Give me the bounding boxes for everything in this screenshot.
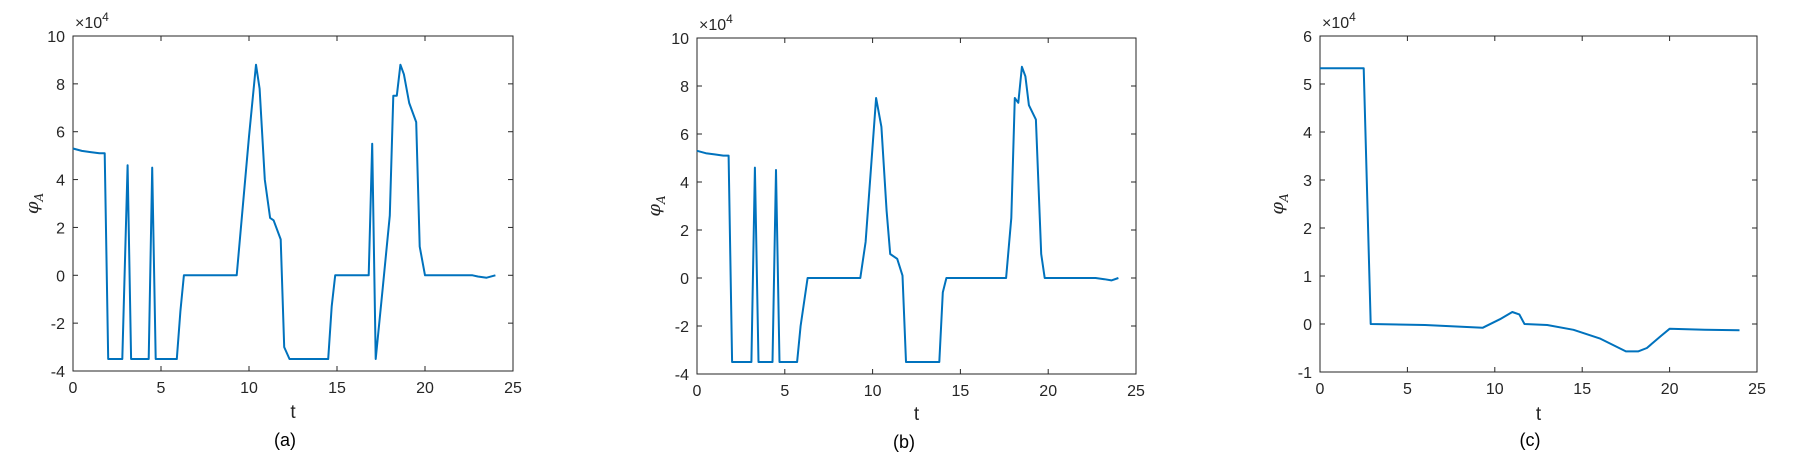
panel-caption: (a): [274, 430, 296, 450]
y-axis-label-subscript: A: [1277, 193, 1291, 203]
y-tick-label: 0: [680, 271, 689, 288]
x-tick-label: 25: [504, 380, 522, 397]
series-line-0: [696, 65, 1119, 363]
series-line-0: [72, 63, 496, 360]
y-tick-label: 6: [680, 127, 689, 144]
x-tick-label: 20: [1661, 381, 1679, 398]
y-axis-label-symbol: φ: [644, 204, 665, 217]
y-tick-label: 8: [56, 77, 65, 94]
y-tick-label: 0: [56, 268, 65, 285]
x-tick-label: 5: [1403, 381, 1412, 398]
y-tick-label: 2: [1303, 221, 1312, 238]
y-tick-label: 8: [680, 79, 689, 96]
x-tick-label: 25: [1748, 381, 1766, 398]
y-tick-label: 0: [1303, 317, 1312, 334]
y-axis-label: φA: [1267, 193, 1291, 215]
y-tick-label: -1: [1298, 365, 1312, 382]
panel-caption: (b): [893, 432, 915, 452]
y-axis-label-symbol: φ: [22, 201, 43, 214]
x-tick-label: 15: [328, 380, 346, 397]
x-tick-label: 20: [1039, 383, 1057, 400]
x-tick-label: 5: [780, 383, 789, 400]
y-axis-label: φA: [644, 195, 668, 217]
x-axis-label: t: [914, 404, 920, 425]
x-tick-label: 0: [69, 380, 78, 397]
x-tick-label: 25: [1127, 383, 1145, 400]
y-tick-label: 1: [1303, 269, 1312, 286]
y-tick-label: -4: [51, 364, 65, 381]
y-tick-label: 4: [1303, 125, 1312, 142]
y-exponent-power: 4: [726, 12, 733, 26]
y-exponent-base: ×10: [75, 15, 102, 32]
x-tick-label: 0: [1316, 381, 1325, 398]
y-tick-label: 6: [1303, 29, 1312, 46]
series-line-0: [1320, 67, 1740, 353]
y-tick-label: 10: [671, 31, 689, 48]
y-exponent-label: ×104: [699, 12, 733, 34]
y-tick-label: -4: [675, 367, 689, 384]
x-tick-label: 20: [416, 380, 434, 397]
x-axis-label: t: [290, 402, 296, 423]
x-axis-label: t: [1536, 404, 1542, 425]
x-tick-label: 5: [157, 380, 166, 397]
x-tick-label: 15: [1573, 381, 1591, 398]
plot-area-frame: [696, 37, 1137, 375]
y-tick-label: 10: [47, 29, 65, 46]
plot-area-frame: [1319, 35, 1758, 373]
y-axis-label-subscript: A: [654, 195, 668, 205]
y-tick-label: -2: [51, 316, 65, 333]
y-tick-label: 2: [56, 220, 65, 237]
y-axis-label: φA: [22, 193, 46, 215]
y-tick-label: -2: [675, 319, 689, 336]
y-axis-label-subscript: A: [32, 193, 46, 203]
y-exponent-base: ×10: [699, 17, 726, 34]
y-tick-label: 6: [56, 125, 65, 142]
y-tick-label: 4: [680, 175, 689, 192]
y-tick-label: 2: [680, 223, 689, 240]
x-tick-label: 15: [952, 383, 970, 400]
x-tick-label: 10: [864, 383, 882, 400]
x-tick-label: 0: [693, 383, 702, 400]
y-exponent-power: 4: [1349, 10, 1356, 24]
x-tick-label: 10: [240, 380, 258, 397]
y-tick-label: 5: [1303, 77, 1312, 94]
y-exponent-power: 4: [102, 10, 109, 24]
panel-caption: (c): [1520, 430, 1541, 450]
plot-area-frame: [72, 35, 514, 372]
x-tick-label: 10: [1486, 381, 1504, 398]
y-tick-label: 3: [1303, 173, 1312, 190]
y-tick-label: 4: [56, 173, 65, 190]
y-axis-label-symbol: φ: [1267, 202, 1288, 215]
y-exponent-label: ×104: [75, 10, 109, 32]
y-exponent-label: ×104: [1322, 10, 1356, 32]
y-exponent-base: ×10: [1322, 15, 1349, 32]
